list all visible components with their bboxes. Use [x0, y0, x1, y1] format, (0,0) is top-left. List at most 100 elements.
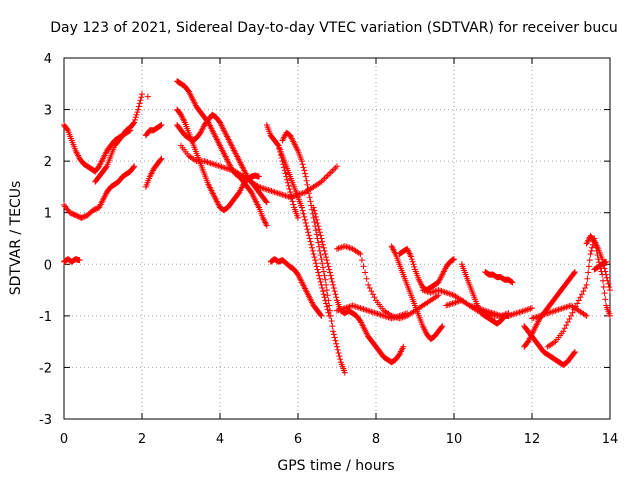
trace-q-point [355, 304, 362, 311]
y-tick-label: 3 [44, 104, 52, 119]
trace-w-point [525, 306, 532, 313]
trace-v-point [508, 278, 515, 285]
trace-k-point [322, 276, 329, 283]
trace-aa-point [607, 312, 613, 319]
trace-l-point [323, 300, 330, 307]
trace-d-point [126, 127, 133, 134]
trace-j-point [271, 189, 278, 196]
trace-s-point [409, 258, 416, 265]
trace-k-point [299, 161, 306, 168]
trace-ab-point [606, 283, 613, 290]
trace-p-point [344, 244, 351, 251]
trace-w-point [519, 308, 526, 315]
trace-q-point [363, 307, 370, 314]
trace-w-point [508, 311, 515, 318]
trace-t-point [446, 290, 453, 297]
trace-k-point [305, 185, 312, 192]
trace-q-point [373, 310, 379, 317]
trace-j-point [274, 190, 281, 197]
trace-l-point [302, 220, 309, 227]
trace-j-point [260, 185, 267, 192]
chart-title: Day 123 of 2021, Sidereal Day-to-day VTE… [50, 20, 618, 36]
trace-a-point [133, 111, 140, 118]
trace-w-point [529, 305, 535, 312]
trace-l-point [319, 288, 326, 295]
trace-k-point [318, 256, 325, 263]
trace-p-point [369, 291, 376, 298]
trace-aa-point [600, 283, 607, 290]
trace-o-point [333, 294, 340, 301]
trace-a-point [132, 114, 139, 121]
trace-k-point [319, 264, 326, 271]
trace-s-point [411, 263, 418, 270]
trace-m-point [289, 198, 296, 205]
trace-k-point [303, 177, 310, 184]
trace-b-point [131, 163, 138, 170]
trace-z-point [530, 314, 537, 321]
trace-n-point [317, 311, 324, 318]
trace-k-point [334, 343, 340, 350]
trace-l-point [313, 263, 320, 270]
trace-aa-point [564, 319, 571, 326]
trace-o-point [315, 223, 322, 230]
trace-o-point [328, 275, 335, 282]
trace-m-point [275, 142, 282, 149]
trace-aa-point [587, 250, 594, 257]
trace-aa-point [577, 294, 584, 301]
grid-lines [64, 58, 610, 419]
trace-j-point [265, 187, 272, 194]
trace-l-point [323, 303, 330, 310]
trace-q-point [362, 306, 369, 313]
trace-k-point [341, 369, 348, 376]
trace-j-point [298, 190, 305, 197]
trace-q-point [368, 308, 375, 315]
trace-l-point [322, 297, 329, 304]
trace-m-point [280, 161, 287, 168]
trace-o-point [311, 207, 318, 214]
trace-o-point [321, 247, 328, 254]
trace-a-point [131, 119, 138, 126]
trace-o-point [326, 266, 333, 273]
trace-k-point [337, 356, 344, 363]
trace-d-point [127, 127, 134, 134]
trace-t-point [432, 288, 439, 295]
trace-aa-point [569, 309, 576, 316]
trace-p-point [334, 245, 340, 252]
x-tick-label: 0 [60, 432, 68, 447]
trace-q-point [366, 308, 373, 315]
trace-o-point [332, 291, 339, 298]
x-axis-label: GPS time / hours [277, 458, 394, 474]
trace-e-point [157, 122, 164, 129]
trace-j-point [330, 166, 337, 173]
trace-j-point [332, 164, 339, 171]
trace-k-point [305, 190, 312, 197]
y-tick-label: 1 [44, 207, 52, 222]
y-tick-label: -1 [39, 310, 52, 325]
trace-r-point [439, 323, 446, 330]
trace-z-point [550, 308, 557, 315]
trace-aa-point [586, 257, 593, 264]
trace-f-point [157, 156, 164, 163]
trace-o-point [400, 343, 407, 350]
trace-w-point [518, 308, 525, 315]
trace-l-point [316, 275, 323, 282]
trace-k-point [324, 292, 331, 299]
trace-j-point [204, 159, 211, 166]
trace-j-point [266, 187, 273, 194]
trace-o-point [319, 241, 326, 248]
trace-aa-point [574, 300, 581, 307]
trace-p-point [363, 275, 370, 282]
trace-ab-point [599, 256, 606, 263]
trace-m-point [287, 192, 294, 199]
x-tick-label: 8 [372, 432, 380, 447]
y-tick-label: -3 [39, 413, 52, 428]
trace-t-point [438, 288, 445, 295]
trace-m-point [278, 155, 285, 162]
x-tick-label: 6 [294, 432, 302, 447]
trace-h-point [256, 173, 262, 180]
trace-n-point [318, 312, 325, 319]
trace-t-point [444, 290, 451, 297]
trace-z-point [560, 305, 567, 312]
trace-z-point [557, 306, 564, 313]
trace-w-point [493, 311, 500, 318]
